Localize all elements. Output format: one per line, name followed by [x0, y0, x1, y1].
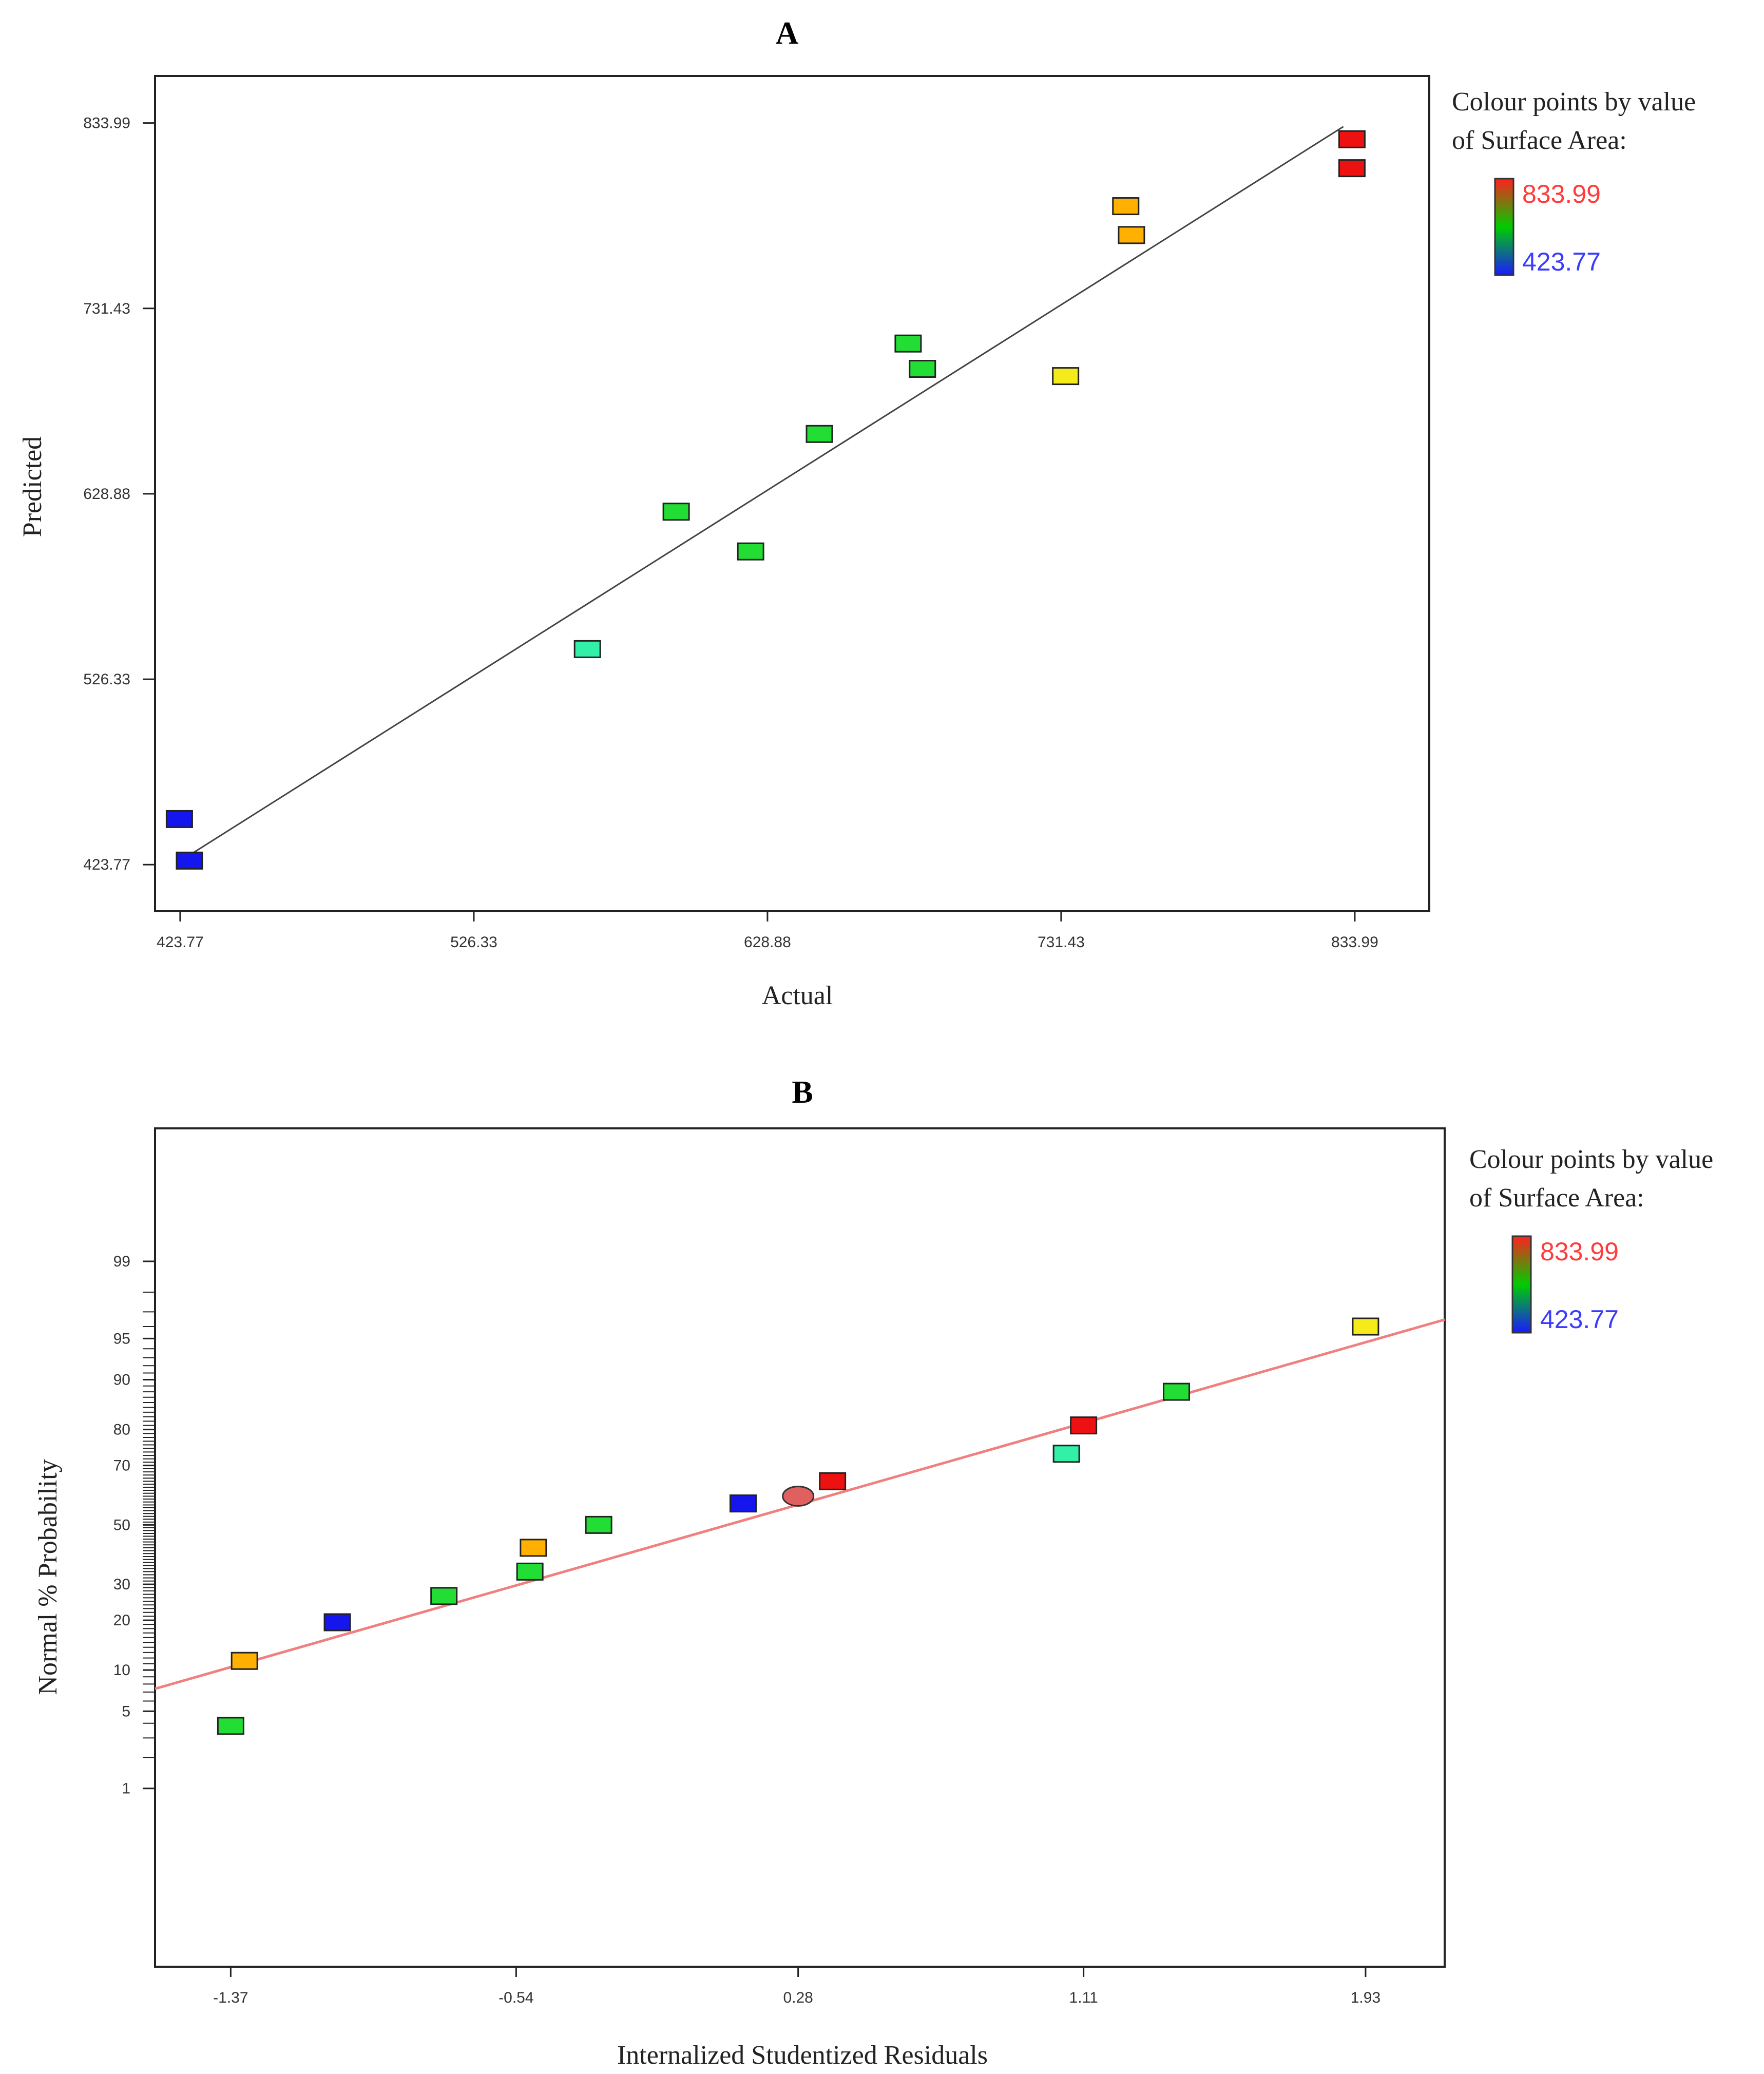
- panel-b-y-tick-label: 70: [113, 1457, 130, 1474]
- panel-b-y-tick-label: 80: [113, 1422, 130, 1438]
- panel-a-data-point: [573, 640, 601, 658]
- panel-b-data-point: [585, 1515, 612, 1534]
- panel-b-x-tick-label: 0.28: [783, 1989, 813, 2006]
- panel-a-legend-color-scale: [1494, 178, 1514, 276]
- panel-b-data-point: [231, 1651, 258, 1670]
- panel-b-data-point: [516, 1562, 544, 1581]
- panel-b-x-tick-label: -1.37: [213, 1989, 248, 2006]
- panel-b-y-tick-label: 5: [122, 1703, 130, 1720]
- panel-b-y-tick-label: 1: [122, 1780, 130, 1797]
- panel-a-x-tick-label: 628.88: [744, 934, 791, 951]
- panel-b-points: [217, 1317, 1379, 1735]
- panel-a-data-point: [662, 503, 690, 521]
- panel-a-x-tick-label: 423.77: [157, 934, 204, 951]
- panel-a-x-tick-label: 731.43: [1038, 934, 1085, 951]
- panel-b-data-point: [520, 1539, 547, 1557]
- panel-a-data-point: [1112, 197, 1140, 216]
- panel-b-x-tick-label: 1.11: [1069, 1989, 1098, 2006]
- panel-b-data-point: [430, 1587, 458, 1605]
- panel-a-data-point: [909, 360, 936, 378]
- panel-b-y-tick-label: 20: [113, 1612, 130, 1629]
- panel-a-y-tick-label: 628.88: [83, 486, 130, 503]
- panel-a-legend-title-line1: Colour points by value: [1452, 87, 1696, 117]
- panel-b-data-point: [1070, 1416, 1098, 1435]
- panel-b-y-axis-label: Normal % Probability: [33, 1459, 63, 1695]
- panel-a-data-point: [1338, 130, 1366, 148]
- panel-b-data-point: [1352, 1317, 1379, 1336]
- panel-a-legend-title-line2: of Surface Area:: [1452, 126, 1627, 155]
- panel-b-legend-max-label: 833.99: [1540, 1237, 1619, 1266]
- panel-a-axes: 423.77 526.33 628.88 731.43 833.99 423.77 526.…: [83, 115, 1378, 951]
- panel-b-legend-min-label: 423.77: [1540, 1305, 1619, 1334]
- panel-b-axes: -1.37 -0.54 0.28 1.11 1.93 1 5 10 20 30 50 70 80 90 95…: [113, 1253, 1381, 2006]
- panel-a-legend-max-label: 833.99: [1522, 180, 1601, 208]
- panel-a-fit-line: [186, 126, 1344, 858]
- panel-b-y-tick-label: 10: [113, 1662, 130, 1679]
- panel-b-x-tick-label: -0.54: [498, 1989, 533, 2006]
- panel-b-y-tick-label: 99: [113, 1253, 130, 1270]
- panel-b-data-point: [1052, 1445, 1080, 1463]
- panel-a-y-tick-label: 731.43: [83, 300, 130, 317]
- panel-a-x-tick-label: 833.99: [1331, 934, 1378, 951]
- panel-a-data-point: [894, 334, 922, 353]
- panel-b-y-tick-label: 95: [113, 1330, 130, 1347]
- panel-b: B -1.37 -0.54 0.28 1.11 1.93 1 5 10 20 30 50 70 80 90…: [33, 1075, 1713, 2070]
- panel-b-legend: Colour points by value of Surface Area: …: [1469, 1145, 1713, 1334]
- panel-b-y-tick-label: 30: [113, 1576, 130, 1593]
- panel-a-data-point: [176, 851, 203, 870]
- panel-b-data-point: [217, 1717, 244, 1735]
- panel-b-data-point: [323, 1613, 351, 1631]
- panel-a-y-axis-label: Predicted: [18, 436, 47, 537]
- panel-a-data-point: [737, 542, 764, 561]
- panel-b-y-tick-label: 90: [113, 1372, 130, 1389]
- panel-b-y-tick-label: 50: [113, 1516, 130, 1533]
- panel-a-legend: Colour points by value of Surface Area: …: [1452, 87, 1696, 276]
- panel-b-data-point: [729, 1494, 757, 1513]
- panel-a-y-tick-label: 423.77: [83, 856, 130, 873]
- panel-b-x-axis-label: Internalized Studentized Residuals: [617, 2041, 988, 2070]
- panel-a-legend-min-label: 423.77: [1522, 247, 1601, 276]
- panel-b-data-point: [819, 1472, 847, 1490]
- panel-a-data-point: [1118, 226, 1145, 244]
- panel-a-label: A: [776, 16, 799, 51]
- panel-b-label: B: [792, 1075, 813, 1110]
- panel-b-legend-color-scale: [1511, 1235, 1532, 1334]
- panel-a: A 423.77 526.33 628.88 731.43 833.99 423.77 52…: [18, 16, 1696, 1010]
- panel-a-y-tick-label: 833.99: [83, 115, 130, 132]
- panel-a-y-tick-label: 526.33: [83, 671, 130, 688]
- panel-a-fit-line-group: [186, 126, 1344, 858]
- panel-b-data-point: [782, 1485, 815, 1507]
- panel-b-legend-title-line1: Colour points by value: [1469, 1145, 1713, 1174]
- panel-a-x-tick-label: 526.33: [450, 934, 497, 951]
- panel-b-data-point: [1163, 1382, 1191, 1401]
- panel-a-data-point: [1338, 159, 1366, 178]
- panel-a-data-point: [806, 425, 833, 443]
- panel-b-legend-title-line2: of Surface Area:: [1469, 1183, 1644, 1213]
- panel-b-x-tick-label: 1.93: [1351, 1989, 1380, 2006]
- panel-a-x-axis-label: Actual: [762, 981, 833, 1010]
- panel-a-data-point: [1052, 367, 1080, 386]
- panel-a-points: [165, 130, 1366, 870]
- panel-a-data-point: [165, 810, 193, 828]
